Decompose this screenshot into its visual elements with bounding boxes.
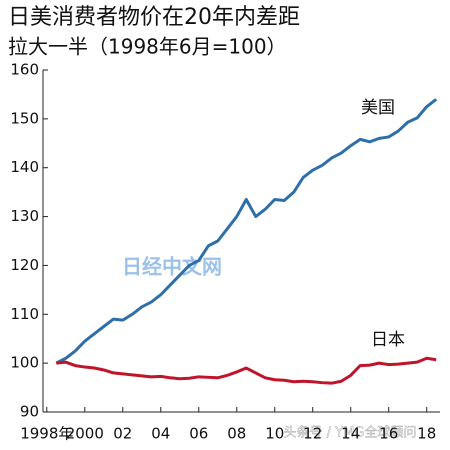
x-tick-label: 02 [113,425,132,443]
chart-subtitle: 拉大一半（1998年6月=100） [8,35,287,59]
x-tick-label: 2000 [66,425,104,443]
watermark: 头条号 / YMG全球顾问 [284,425,417,441]
x-tick-label: 16 [379,425,398,443]
y-tick-label: 100 [10,354,39,372]
chart-title: 日美消费者物价在20年内差距 [8,5,300,30]
watermark: 日经中文网 [122,255,222,279]
series-line [56,356,437,385]
y-tick-label: 90 [20,403,39,421]
series-label: 日本 [371,330,405,350]
x-tick-label: 12 [303,425,322,443]
series-line [55,98,438,365]
x-tick-label: 10 [265,425,284,443]
y-tick-label: 160 [10,61,39,79]
x-tick-label: 08 [227,425,246,443]
x-tick-label: 04 [151,425,170,443]
x-tick-label: 18 [417,425,436,443]
y-tick-label: 120 [10,256,39,274]
x-tick-label: 1998年 [20,425,73,443]
y-tick-label: 150 [10,109,39,127]
x-tick-label: 14 [341,425,360,443]
y-tick-label: 110 [10,305,39,323]
series-label: 美国 [361,98,395,118]
y-tick-label: 130 [10,207,39,225]
x-tick-label: 06 [189,425,208,443]
y-tick-label: 140 [10,158,39,176]
